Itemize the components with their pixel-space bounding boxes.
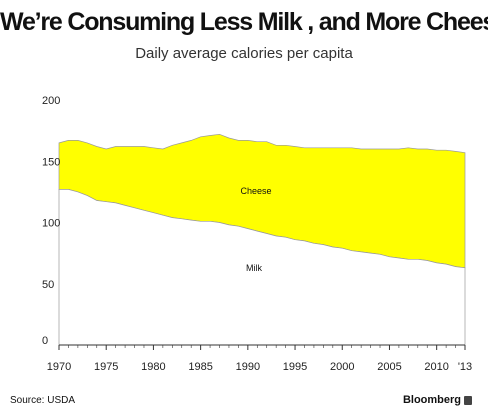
y-tick-label: 200 [42, 95, 60, 107]
chart-title: We’re Consuming Less Milk , and More Che… [0, 8, 488, 36]
series-label-cheese: Cheese [240, 186, 271, 196]
brand-name: Bloomberg [402, 394, 461, 406]
y-tick-label: 50 [42, 279, 54, 291]
chart-subtitle: Daily average calories per capita [135, 45, 353, 62]
source-note: Source: USDA [10, 395, 76, 406]
x-tick-label: 1990 [236, 361, 260, 373]
y-tick-label: 100 [42, 218, 60, 230]
x-tick-label: 1975 [94, 361, 118, 373]
x-tick-label: 1985 [188, 361, 212, 373]
milk-area [58, 189, 466, 346]
x-tick-label: '13 [458, 361, 472, 373]
brand-logo: Bloomberg [403, 394, 472, 406]
x-tick-label: 1980 [141, 361, 165, 373]
series-label-milk: Milk [246, 263, 262, 273]
brand-mark-icon [464, 395, 472, 405]
y-tick-label: 0 [42, 335, 48, 347]
x-tick-label: 2005 [377, 361, 401, 373]
x-tick-label: 1995 [283, 361, 307, 373]
y-tick-label: 150 [42, 156, 60, 168]
x-tick-label: 2010 [424, 361, 448, 373]
x-tick-label: 2000 [330, 361, 354, 373]
x-tick-label: 1970 [47, 361, 71, 373]
